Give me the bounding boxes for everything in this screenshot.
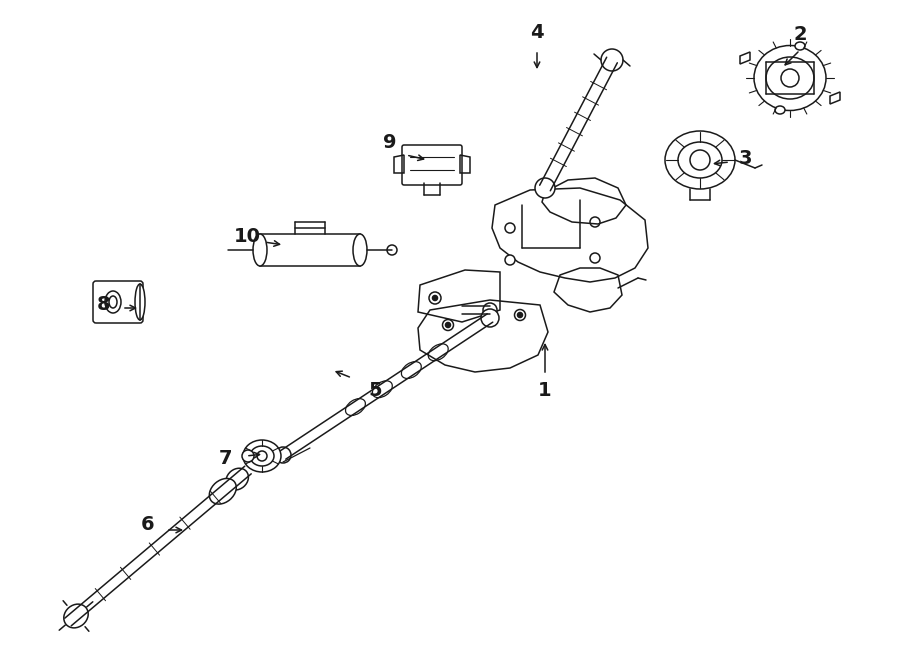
Ellipse shape [590,253,600,263]
Ellipse shape [443,319,454,330]
Ellipse shape [64,604,88,628]
Ellipse shape [353,234,367,266]
Ellipse shape [257,451,267,461]
Ellipse shape [242,450,254,462]
Ellipse shape [210,479,237,504]
Ellipse shape [775,106,785,114]
Ellipse shape [253,234,267,266]
Ellipse shape [109,296,117,308]
Text: 4: 4 [530,24,544,42]
Ellipse shape [429,292,441,304]
Ellipse shape [433,295,437,301]
Ellipse shape [481,309,499,327]
Ellipse shape [505,255,515,265]
Text: 6: 6 [141,516,155,535]
Text: 2: 2 [793,26,806,44]
Ellipse shape [226,468,248,490]
Ellipse shape [483,303,497,317]
Ellipse shape [135,284,145,320]
Ellipse shape [446,323,451,327]
Text: 7: 7 [218,449,232,467]
Ellipse shape [275,447,291,463]
Bar [260,234,360,266]
Text: 9: 9 [383,132,397,151]
Ellipse shape [601,49,623,71]
Text: 1: 1 [538,381,552,399]
Text: 8: 8 [97,295,111,315]
Ellipse shape [535,178,555,198]
Ellipse shape [105,291,121,313]
Text: 3: 3 [738,149,752,167]
Ellipse shape [590,217,600,227]
Ellipse shape [505,223,515,233]
Text: 10: 10 [233,227,260,247]
Ellipse shape [250,446,274,466]
Ellipse shape [243,440,281,472]
Ellipse shape [518,313,523,317]
Ellipse shape [387,245,397,255]
Ellipse shape [515,309,526,321]
Ellipse shape [795,42,805,50]
Text: 5: 5 [368,381,382,399]
